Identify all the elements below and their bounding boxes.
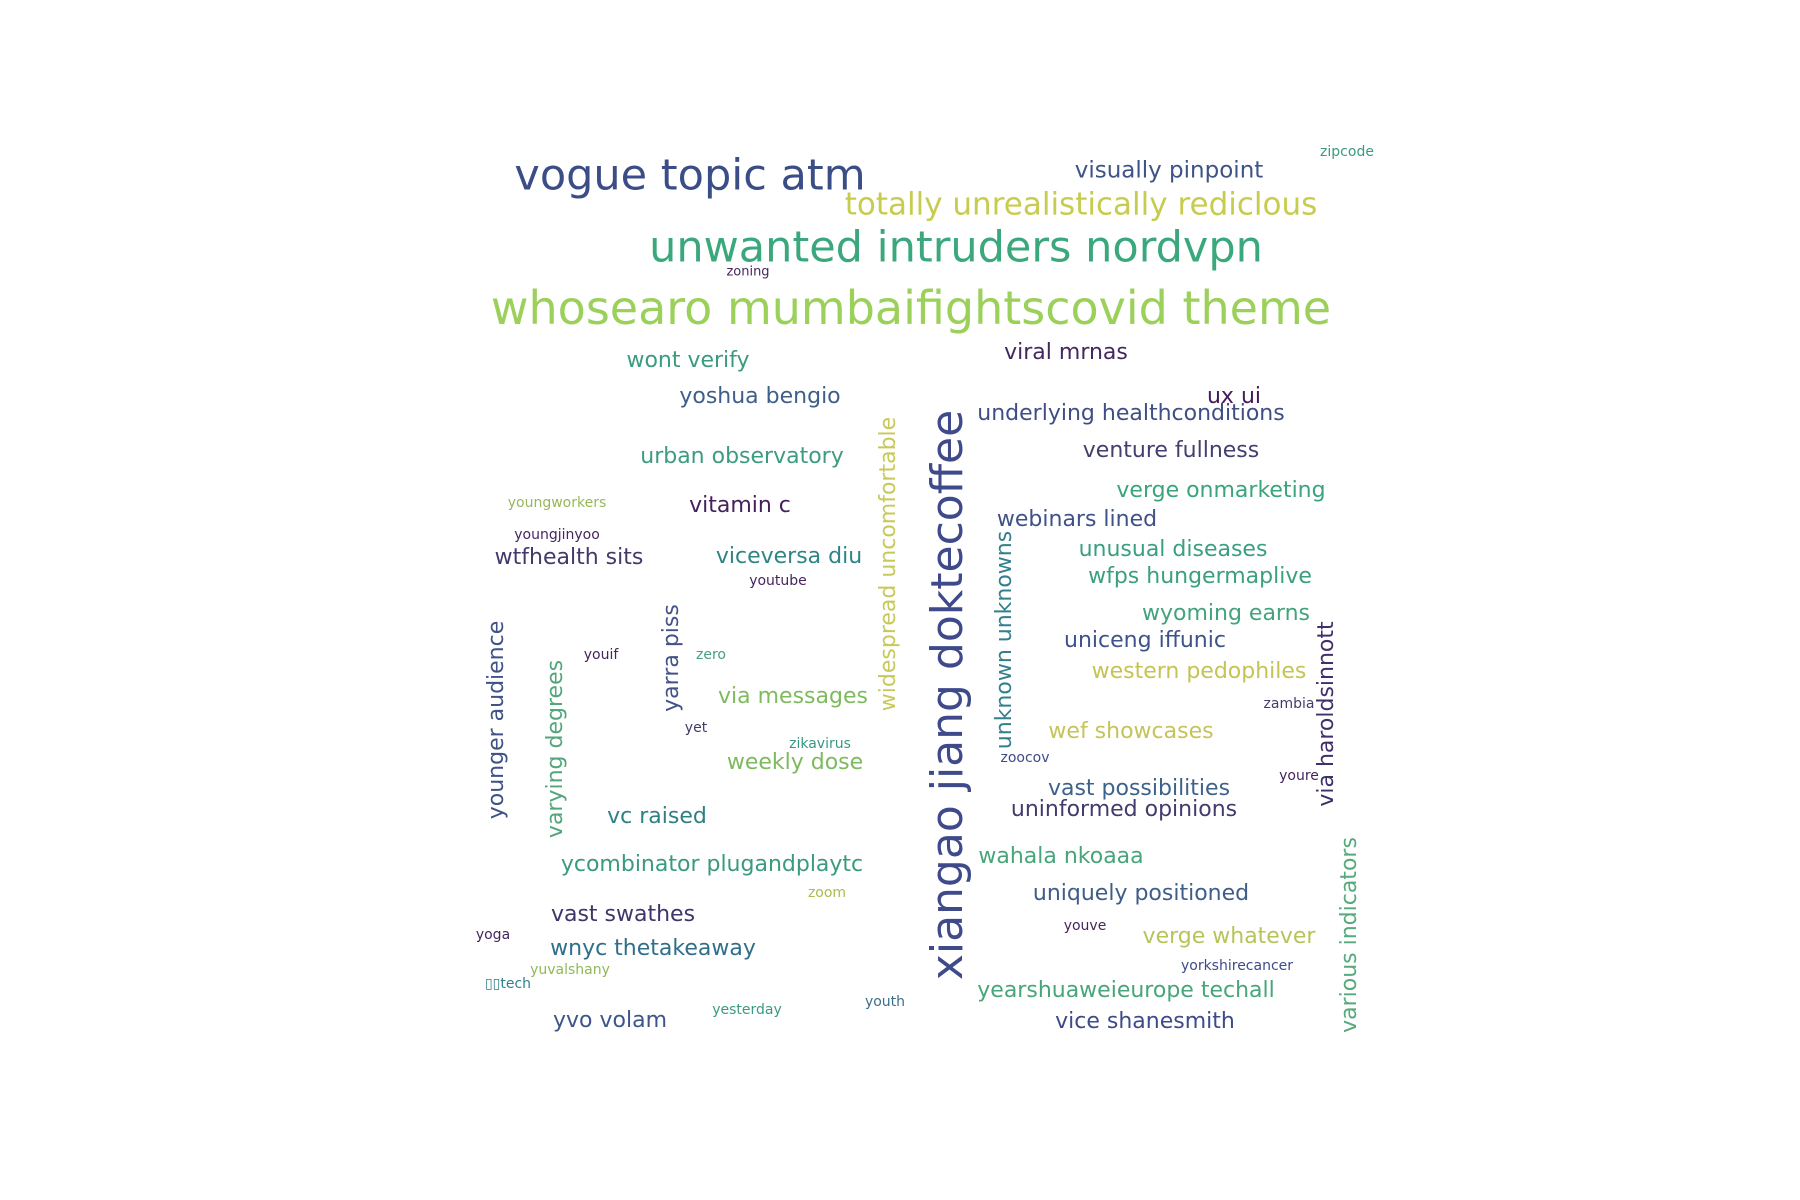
word-cloud-word: uniceng iffunic: [1064, 628, 1226, 653]
word-cloud-word: yvo volam: [553, 1008, 667, 1033]
word-cloud-word: weekly dose: [726, 750, 864, 775]
word-cloud-word: ▯▯tech: [484, 976, 532, 992]
word-cloud-word: yoga: [475, 927, 511, 943]
word-cloud-word: western pedophiles: [1091, 659, 1307, 684]
word-cloud-word: unwanted intruders nordvpn: [649, 222, 1263, 273]
word-cloud-word: vast possibilities: [1047, 776, 1231, 801]
word-cloud-word: yet: [684, 720, 708, 736]
word-cloud-word: underlying healthconditions: [977, 401, 1285, 426]
word-cloud-word: youth: [864, 994, 906, 1010]
word-cloud-word: various indicators: [1337, 837, 1362, 1033]
word-cloud-word: youve: [1063, 918, 1107, 934]
word-cloud-word: urban observatory: [640, 444, 844, 469]
word-cloud-word: zoom: [807, 885, 847, 901]
word-cloud-word: venture fullness: [1082, 438, 1260, 463]
word-cloud-word: xiangao jiang doktecoffee: [922, 409, 973, 981]
word-cloud-word: varying degrees: [543, 659, 568, 839]
word-cloud-word: viral mrnas: [1004, 340, 1128, 365]
word-cloud-word: yesterday: [712, 1002, 782, 1018]
word-cloud-word: viceversa diu: [715, 544, 863, 569]
word-cloud-word: youtube: [749, 573, 807, 589]
word-cloud-word: visually pinpoint: [1074, 157, 1264, 184]
word-cloud-word: wyoming earns: [1142, 601, 1310, 626]
word-cloud-word: uninformed opinions: [1010, 797, 1238, 822]
word-cloud-word: yoshua bengio: [679, 384, 841, 409]
word-cloud-word: via messages: [718, 684, 868, 709]
word-cloud-word: ycombinator plugandplaytc: [560, 852, 864, 877]
word-cloud-word: wef showcases: [1048, 719, 1214, 744]
word-cloud-word: wfps hungermaplive: [1088, 564, 1312, 589]
word-cloud-word: zikavirus: [789, 736, 851, 752]
word-cloud-word: yearshuaweieurope techall: [977, 978, 1275, 1003]
word-cloud-word: ux ui: [1206, 384, 1262, 409]
word-cloud-word: zipcode: [1320, 144, 1374, 160]
word-cloud-word: widespread uncomfortable: [876, 416, 901, 712]
word-cloud-word: zoocov: [1000, 750, 1050, 766]
word-cloud-word: yorkshirecancer: [1180, 958, 1294, 974]
word-cloud-word: younger audience: [484, 620, 509, 820]
word-cloud-word: wont verify: [626, 348, 750, 373]
word-cloud-word: vc raised: [607, 804, 707, 829]
word-cloud-word: zambia: [1263, 696, 1315, 712]
word-cloud-word: whosearo mumbaifightscovid theme: [490, 281, 1332, 335]
word-cloud-word: vogue topic atm: [514, 150, 866, 201]
word-cloud-word: verge onmarketing: [1116, 478, 1326, 503]
word-cloud-word: verge whatever: [1142, 924, 1316, 949]
word-cloud-word: youre: [1279, 768, 1319, 784]
word-cloud-word: yarra piss: [659, 604, 684, 712]
word-cloud-word: vice shanesmith: [1055, 1009, 1235, 1034]
word-cloud-word: yuvalshany: [530, 962, 610, 978]
word-cloud-word: wahala nkoaaa: [978, 844, 1144, 869]
word-cloud-word: webinars lined: [996, 507, 1158, 532]
word-cloud-word: youngworkers: [507, 495, 607, 511]
word-cloud-word: wnyc thetakeaway: [550, 936, 756, 961]
word-cloud-word: uniquely positioned: [1032, 881, 1250, 906]
word-cloud-word: zero: [696, 647, 726, 663]
word-cloud-word: youif: [583, 647, 619, 663]
word-cloud-word: youngjinyoo: [514, 527, 600, 543]
word-cloud-word: totally unrealistically rediclous: [844, 186, 1318, 223]
word-cloud-word: vitamin c: [689, 493, 791, 518]
word-cloud-word: unusual diseases: [1078, 537, 1268, 562]
word-cloud-word: via haroldsinnott: [1314, 621, 1339, 807]
word-cloud-word: wtfhealth sits: [494, 545, 644, 570]
word-cloud-word: vast swathes: [550, 902, 696, 927]
word-cloud-word: unknown unknowns: [992, 530, 1017, 750]
word-cloud-word: zoning: [726, 264, 770, 280]
